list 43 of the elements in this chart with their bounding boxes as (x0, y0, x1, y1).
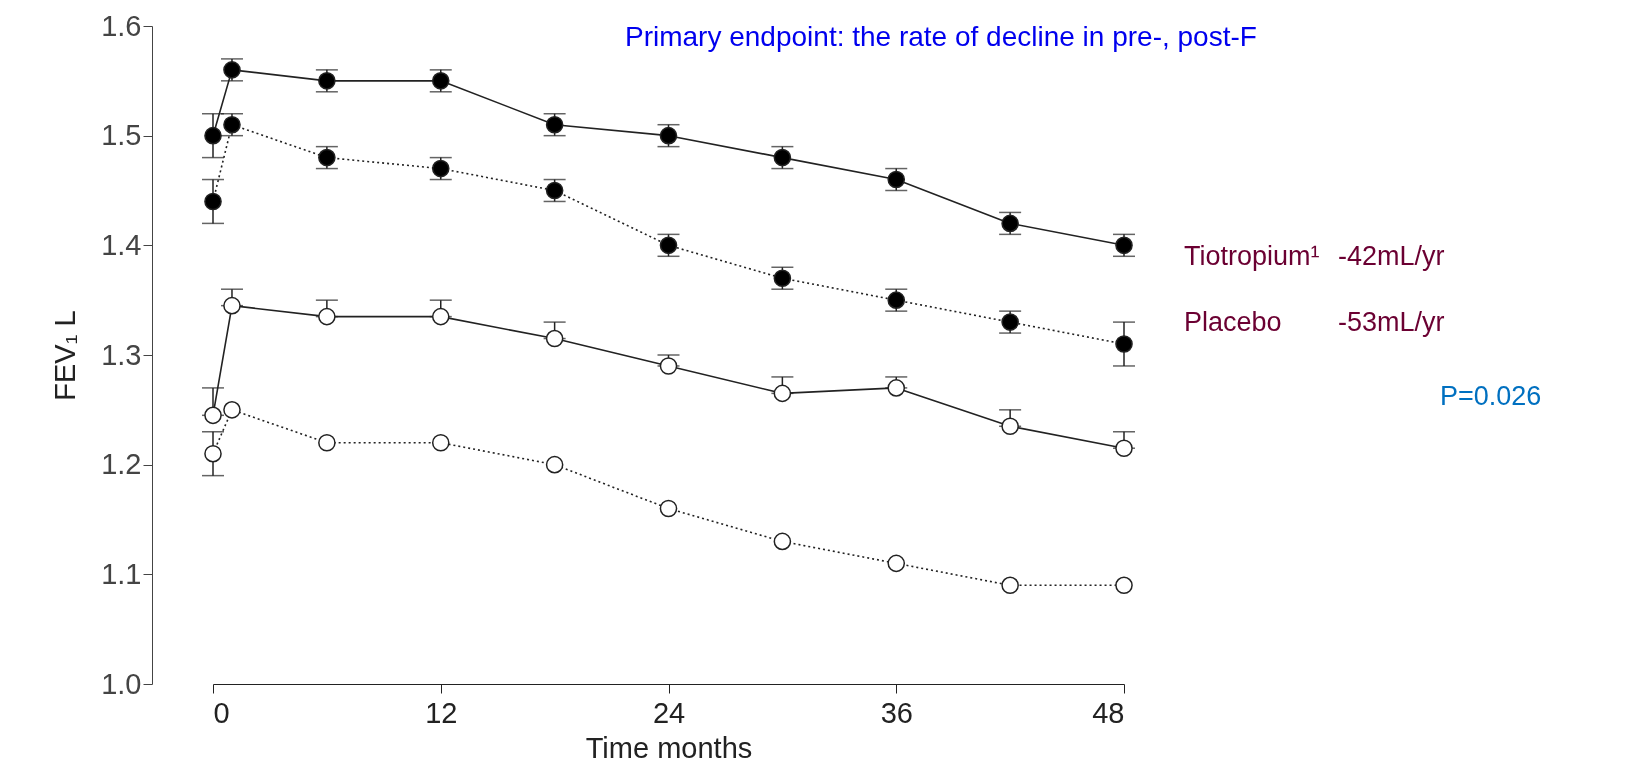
point (1115, 576, 1133, 595)
y-axis-title: FEV₁ L (49, 310, 82, 401)
x-tick-label: 36 (880, 696, 913, 729)
point (204, 126, 222, 145)
point (887, 554, 906, 573)
point (1001, 417, 1019, 436)
point (204, 406, 222, 425)
chart-title: Primary endpoint: the rate of decline in pre-, post-F (625, 21, 1257, 52)
point (887, 379, 906, 397)
y-tick-label: 1.3 (101, 338, 142, 371)
point (431, 433, 450, 452)
point (1115, 335, 1133, 353)
point (773, 384, 792, 403)
y-tick-label: 1.0 (101, 667, 142, 700)
point (545, 455, 564, 474)
point (204, 444, 222, 463)
y-tick-label: 1.4 (101, 228, 142, 261)
text: P=0.026 (1440, 381, 1542, 411)
point (223, 401, 241, 419)
point (1115, 439, 1133, 458)
point (545, 329, 564, 348)
point (659, 499, 678, 518)
x-axis-title: Time months (585, 731, 753, 764)
point (204, 192, 222, 211)
text: Tiotropium¹ (1184, 241, 1320, 271)
y-tick-label: 1.6 (101, 9, 142, 42)
x-tick-label: 12 (425, 696, 458, 729)
point (1001, 576, 1019, 595)
point (431, 307, 450, 326)
x-tick-label: 48 (1092, 696, 1125, 729)
point (773, 532, 792, 551)
point (223, 296, 241, 315)
text: -53mL/yr (1338, 307, 1445, 337)
y-tick-label: 1.1 (101, 557, 142, 590)
point (318, 433, 336, 452)
point (659, 357, 678, 375)
text: -42mL/yr (1338, 241, 1445, 271)
y-tick-label: 1.5 (101, 119, 142, 152)
x-tick-label: 0 (213, 696, 230, 729)
y-tick-label: 1.2 (101, 448, 142, 481)
x-tick-label: 24 (652, 696, 686, 729)
text: Placebo (1184, 307, 1282, 337)
point (318, 307, 336, 326)
